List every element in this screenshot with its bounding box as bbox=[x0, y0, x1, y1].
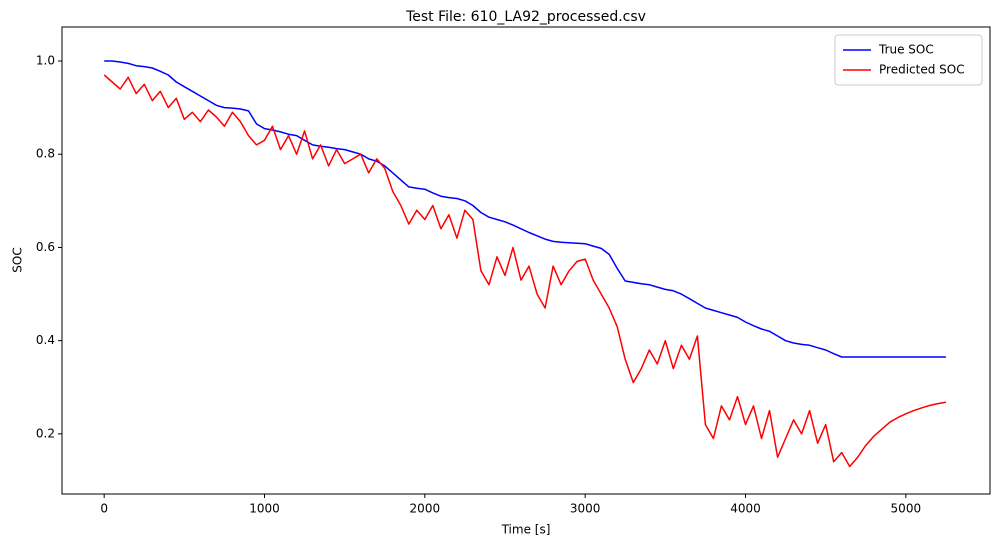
y-axis-label: SOC bbox=[11, 247, 25, 272]
legend-label: Predicted SOC bbox=[879, 63, 965, 77]
x-tick-label: 5000 bbox=[891, 502, 922, 516]
series-line bbox=[104, 60, 946, 358]
y-tick-label: 0.6 bbox=[36, 240, 55, 254]
chart-title: Test File: 610_LA92_processed.csv bbox=[405, 9, 646, 25]
x-tick-label: 4000 bbox=[730, 502, 761, 516]
legend-label: True SOC bbox=[878, 43, 934, 57]
y-tick-label: 0.2 bbox=[36, 426, 55, 440]
x-tick-label: 0 bbox=[100, 502, 108, 516]
y-tick-label: 0.8 bbox=[36, 147, 55, 161]
axes-frame bbox=[61, 26, 991, 495]
y-tick-label: 0.4 bbox=[36, 333, 55, 347]
x-tick-label: 1000 bbox=[249, 502, 280, 516]
legend-box bbox=[834, 34, 983, 86]
x-tick-label: 2000 bbox=[410, 502, 441, 516]
x-axis-label: Time [s] bbox=[501, 523, 551, 537]
series-line bbox=[103, 74, 947, 468]
y-tick-label: 1.0 bbox=[36, 54, 55, 68]
x-tick-label: 3000 bbox=[570, 502, 601, 516]
